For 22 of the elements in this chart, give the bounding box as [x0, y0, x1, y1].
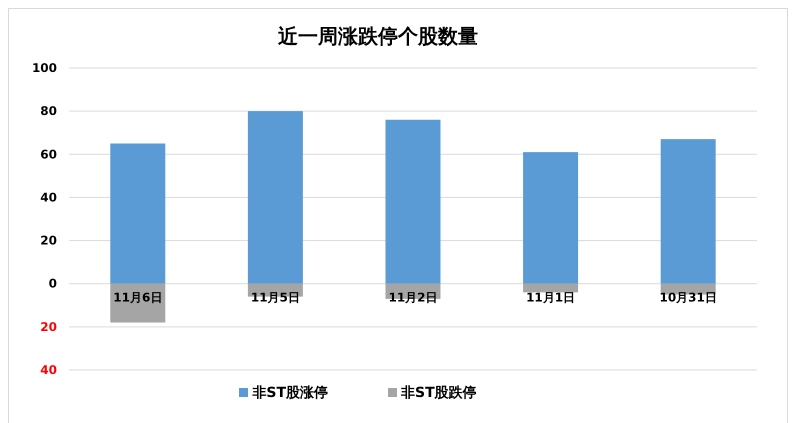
x-tick-label: 11月1日: [526, 290, 576, 305]
bar: [110, 144, 166, 284]
x-tick-label: 11月6日: [113, 290, 162, 305]
x-tick-label: 11月5日: [250, 290, 300, 305]
chart-title: 近一周涨跌停个股数量: [277, 23, 479, 48]
bar: [523, 152, 578, 284]
y-tick-label: 20: [40, 234, 57, 248]
y-tick-label: 100: [32, 61, 57, 75]
y-tick-label: 40: [40, 363, 57, 377]
y-tick-label: 0: [48, 276, 57, 291]
y-tick-label: 80: [40, 104, 57, 118]
x-tick-label: 10月31日: [659, 290, 717, 305]
x-tick-label: 11月2日: [388, 290, 438, 305]
bar: [385, 120, 440, 284]
y-tick-label: 20: [40, 320, 57, 334]
y-tick-label: 60: [40, 147, 57, 162]
y-tick-label: 40: [40, 190, 57, 204]
bar: [523, 284, 578, 292]
bar: [660, 139, 716, 284]
legend-label: 非ST股跌停: [401, 385, 477, 401]
bar: [248, 111, 303, 284]
legend-label: 非ST股涨停: [252, 385, 328, 401]
